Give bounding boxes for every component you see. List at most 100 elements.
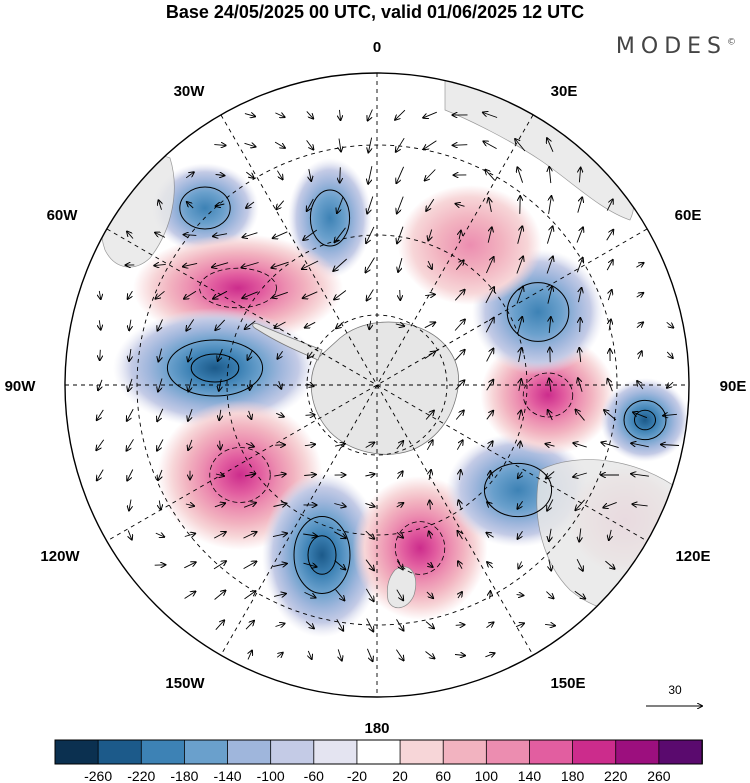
wind-vector [576, 258, 582, 273]
wind-vector [631, 474, 649, 476]
wind-vector [340, 109, 341, 120]
wind-vector [279, 381, 282, 389]
wind-vector [158, 348, 161, 362]
wind-vector [549, 196, 552, 214]
wind-vector [424, 351, 435, 359]
wind-vector [489, 198, 492, 212]
wind-vector [519, 410, 521, 420]
negative-anomaly-center [288, 158, 372, 278]
wind-vector [573, 443, 587, 448]
wind-vector [423, 111, 437, 118]
wind-vector [334, 290, 347, 300]
wind-vector [276, 413, 284, 416]
wind-vector [220, 440, 221, 450]
wind-vector [515, 139, 526, 152]
wind-vector [580, 318, 581, 333]
wind-vector [396, 560, 403, 570]
wind-vector [366, 257, 375, 273]
wind-vector [245, 320, 256, 329]
wind-vector [520, 442, 521, 449]
wind-vector [486, 411, 493, 420]
colorbar-swatch [615, 739, 660, 765]
wind-vector [368, 166, 373, 184]
wind-vector [276, 200, 285, 210]
wind-vector [604, 410, 617, 421]
wind-vector [336, 321, 345, 329]
wind-vector [365, 588, 373, 601]
wind-vector [576, 410, 585, 421]
wind-vector [603, 501, 617, 507]
anomaly-contour [309, 189, 351, 247]
lon-label-150w: 150W [165, 675, 205, 692]
wind-vector [100, 349, 101, 360]
wind-vector [127, 408, 134, 421]
lon-label-90e: 90E [720, 378, 747, 395]
wind-vector [608, 290, 611, 301]
wind-vector [272, 533, 287, 536]
wind-vector [454, 320, 465, 331]
wind-vector [486, 533, 494, 538]
wind-vector [127, 232, 134, 239]
wind-vector [129, 499, 131, 511]
wind-vector [159, 500, 160, 510]
wind-vector [518, 561, 521, 569]
wind-vector [244, 114, 255, 117]
wind-vector [183, 263, 198, 266]
wind-vector [579, 528, 581, 541]
negative-anomaly-center [600, 378, 689, 462]
wind-vector [159, 200, 162, 210]
lon-label-30w: 30W [174, 83, 206, 100]
wind-vector [365, 559, 374, 571]
wind-vector [339, 138, 341, 152]
anomaly-contour [190, 353, 240, 383]
wind-vector [274, 474, 285, 476]
colorbar-tick-label: 60 [435, 768, 451, 783]
wind-vector [365, 474, 374, 476]
colorbar-tick-label: -220 [127, 768, 155, 783]
anomaly-contour [293, 516, 351, 594]
wind-vector [483, 141, 497, 149]
wind-vector [458, 561, 462, 569]
wind-vector [396, 589, 403, 601]
wind-vector [213, 290, 228, 298]
wind-vector [367, 289, 374, 301]
wind-vector [455, 411, 464, 420]
wind-vector [129, 319, 131, 331]
wind-vector [426, 198, 435, 211]
wind-vector [303, 534, 317, 536]
colorbar: -260 -220 -180 -140 -100 -60 -20 20 60 100 140 180 2… [54, 739, 703, 783]
wind-vector [158, 319, 163, 330]
wind-vector [519, 379, 521, 391]
wind-vector [518, 530, 523, 539]
wind-vector [246, 201, 255, 208]
wind-vector [244, 474, 255, 476]
wind-vector [518, 471, 522, 478]
wind-vector [99, 290, 100, 299]
wind-vector [454, 290, 464, 301]
colorbar-swatch [140, 739, 186, 765]
wind-vector [546, 226, 552, 244]
colorbar-swatch [313, 739, 358, 765]
wind-vector [396, 137, 405, 152]
colorbar-swatch [529, 739, 574, 765]
wind-vector [274, 141, 285, 148]
wind-vector [188, 408, 193, 421]
wind-vector [456, 440, 462, 450]
colorbar-swatch [227, 739, 272, 765]
wind-vector [547, 286, 552, 304]
wind-vector [305, 621, 314, 629]
wind-vector [666, 321, 674, 327]
wind-vector [304, 591, 316, 597]
wind-vector [547, 138, 554, 152]
colorbar-tick-label: 180 [561, 768, 585, 783]
wind-vector [428, 260, 432, 269]
globe-border [64, 72, 690, 698]
wind-vector [426, 440, 432, 451]
wind-vector [273, 564, 287, 567]
wind-vector [185, 172, 194, 179]
wind-vector [666, 351, 673, 358]
wind-vector [365, 503, 374, 506]
wind-vector [425, 169, 436, 181]
wind-vector [97, 409, 104, 420]
anomaly-contour [483, 462, 553, 518]
